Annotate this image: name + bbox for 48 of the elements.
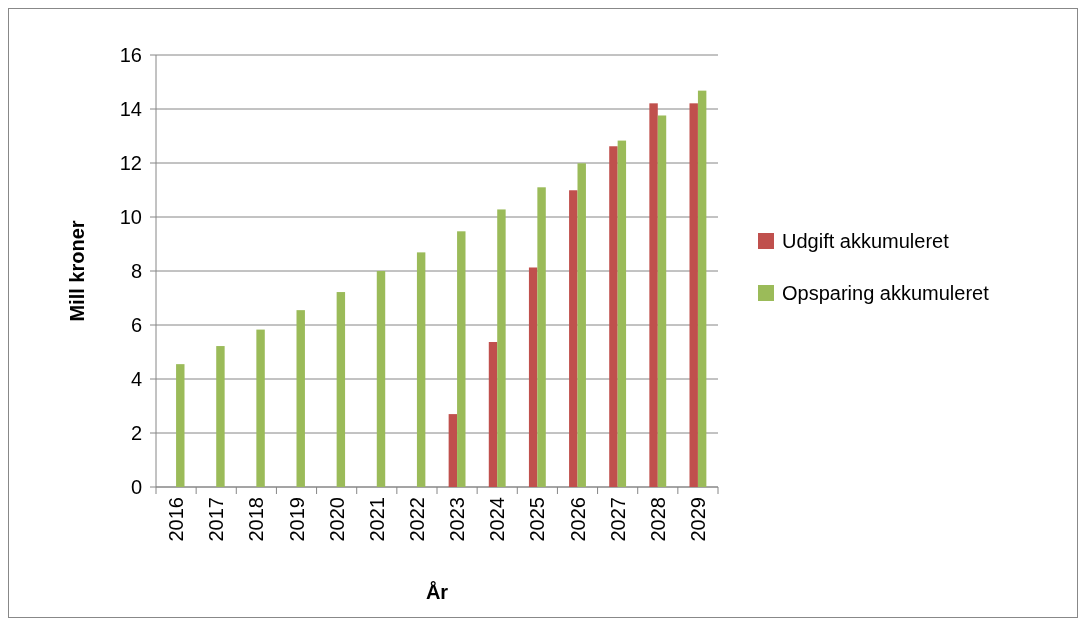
y-tick-label: 8 (130, 260, 142, 282)
bar (577, 163, 586, 487)
bar (296, 310, 305, 487)
bar (256, 329, 265, 487)
x-tick-label: 2018 (245, 497, 268, 542)
x-axis-title: År (425, 580, 449, 603)
bar (176, 364, 185, 487)
bar (657, 115, 667, 487)
bar (617, 140, 627, 487)
bar (488, 342, 498, 487)
y-tick-label: 2 (130, 422, 142, 444)
bar (528, 267, 538, 487)
x-tick-label: 2017 (205, 497, 228, 542)
bar (697, 90, 707, 487)
y-tick-label: 6 (130, 314, 142, 336)
x-tick-label: 2029 (686, 497, 709, 542)
x-tick-label: 2021 (365, 497, 388, 542)
legend-label: Udgift akkumuleret (782, 230, 950, 252)
x-tick-label: 2019 (285, 497, 308, 542)
y-tick-label: 10 (119, 206, 142, 228)
bar (649, 103, 658, 487)
x-tick-label: 2025 (526, 497, 549, 542)
x-tick-label: 2023 (446, 497, 469, 542)
bar (537, 187, 546, 487)
x-tick-label: 2024 (486, 497, 509, 542)
y-tick-label: 0 (130, 476, 142, 498)
bar (689, 103, 698, 487)
bar (448, 414, 458, 487)
bar (416, 252, 426, 487)
x-tick-label: 2022 (405, 497, 428, 542)
bar (497, 209, 506, 487)
x-tick-label: 2020 (325, 497, 348, 542)
bar (376, 271, 386, 487)
bar (336, 292, 346, 487)
y-axis-title: Mill kroner (66, 220, 88, 322)
bar (216, 346, 225, 487)
x-tick-label: 2028 (646, 497, 669, 542)
y-tick-label: 16 (119, 44, 142, 66)
bar (569, 190, 578, 487)
x-tick-label: 2026 (566, 497, 589, 542)
x-tick-label: 2016 (165, 497, 188, 542)
bar (609, 146, 618, 487)
bar (457, 231, 466, 487)
y-tick-label: 4 (130, 368, 142, 390)
y-tick-label: 14 (119, 98, 142, 120)
x-tick-label: 2027 (606, 497, 629, 542)
y-tick-label: 12 (119, 152, 142, 174)
legend-label: Opsparing akkumuleret (782, 282, 990, 304)
